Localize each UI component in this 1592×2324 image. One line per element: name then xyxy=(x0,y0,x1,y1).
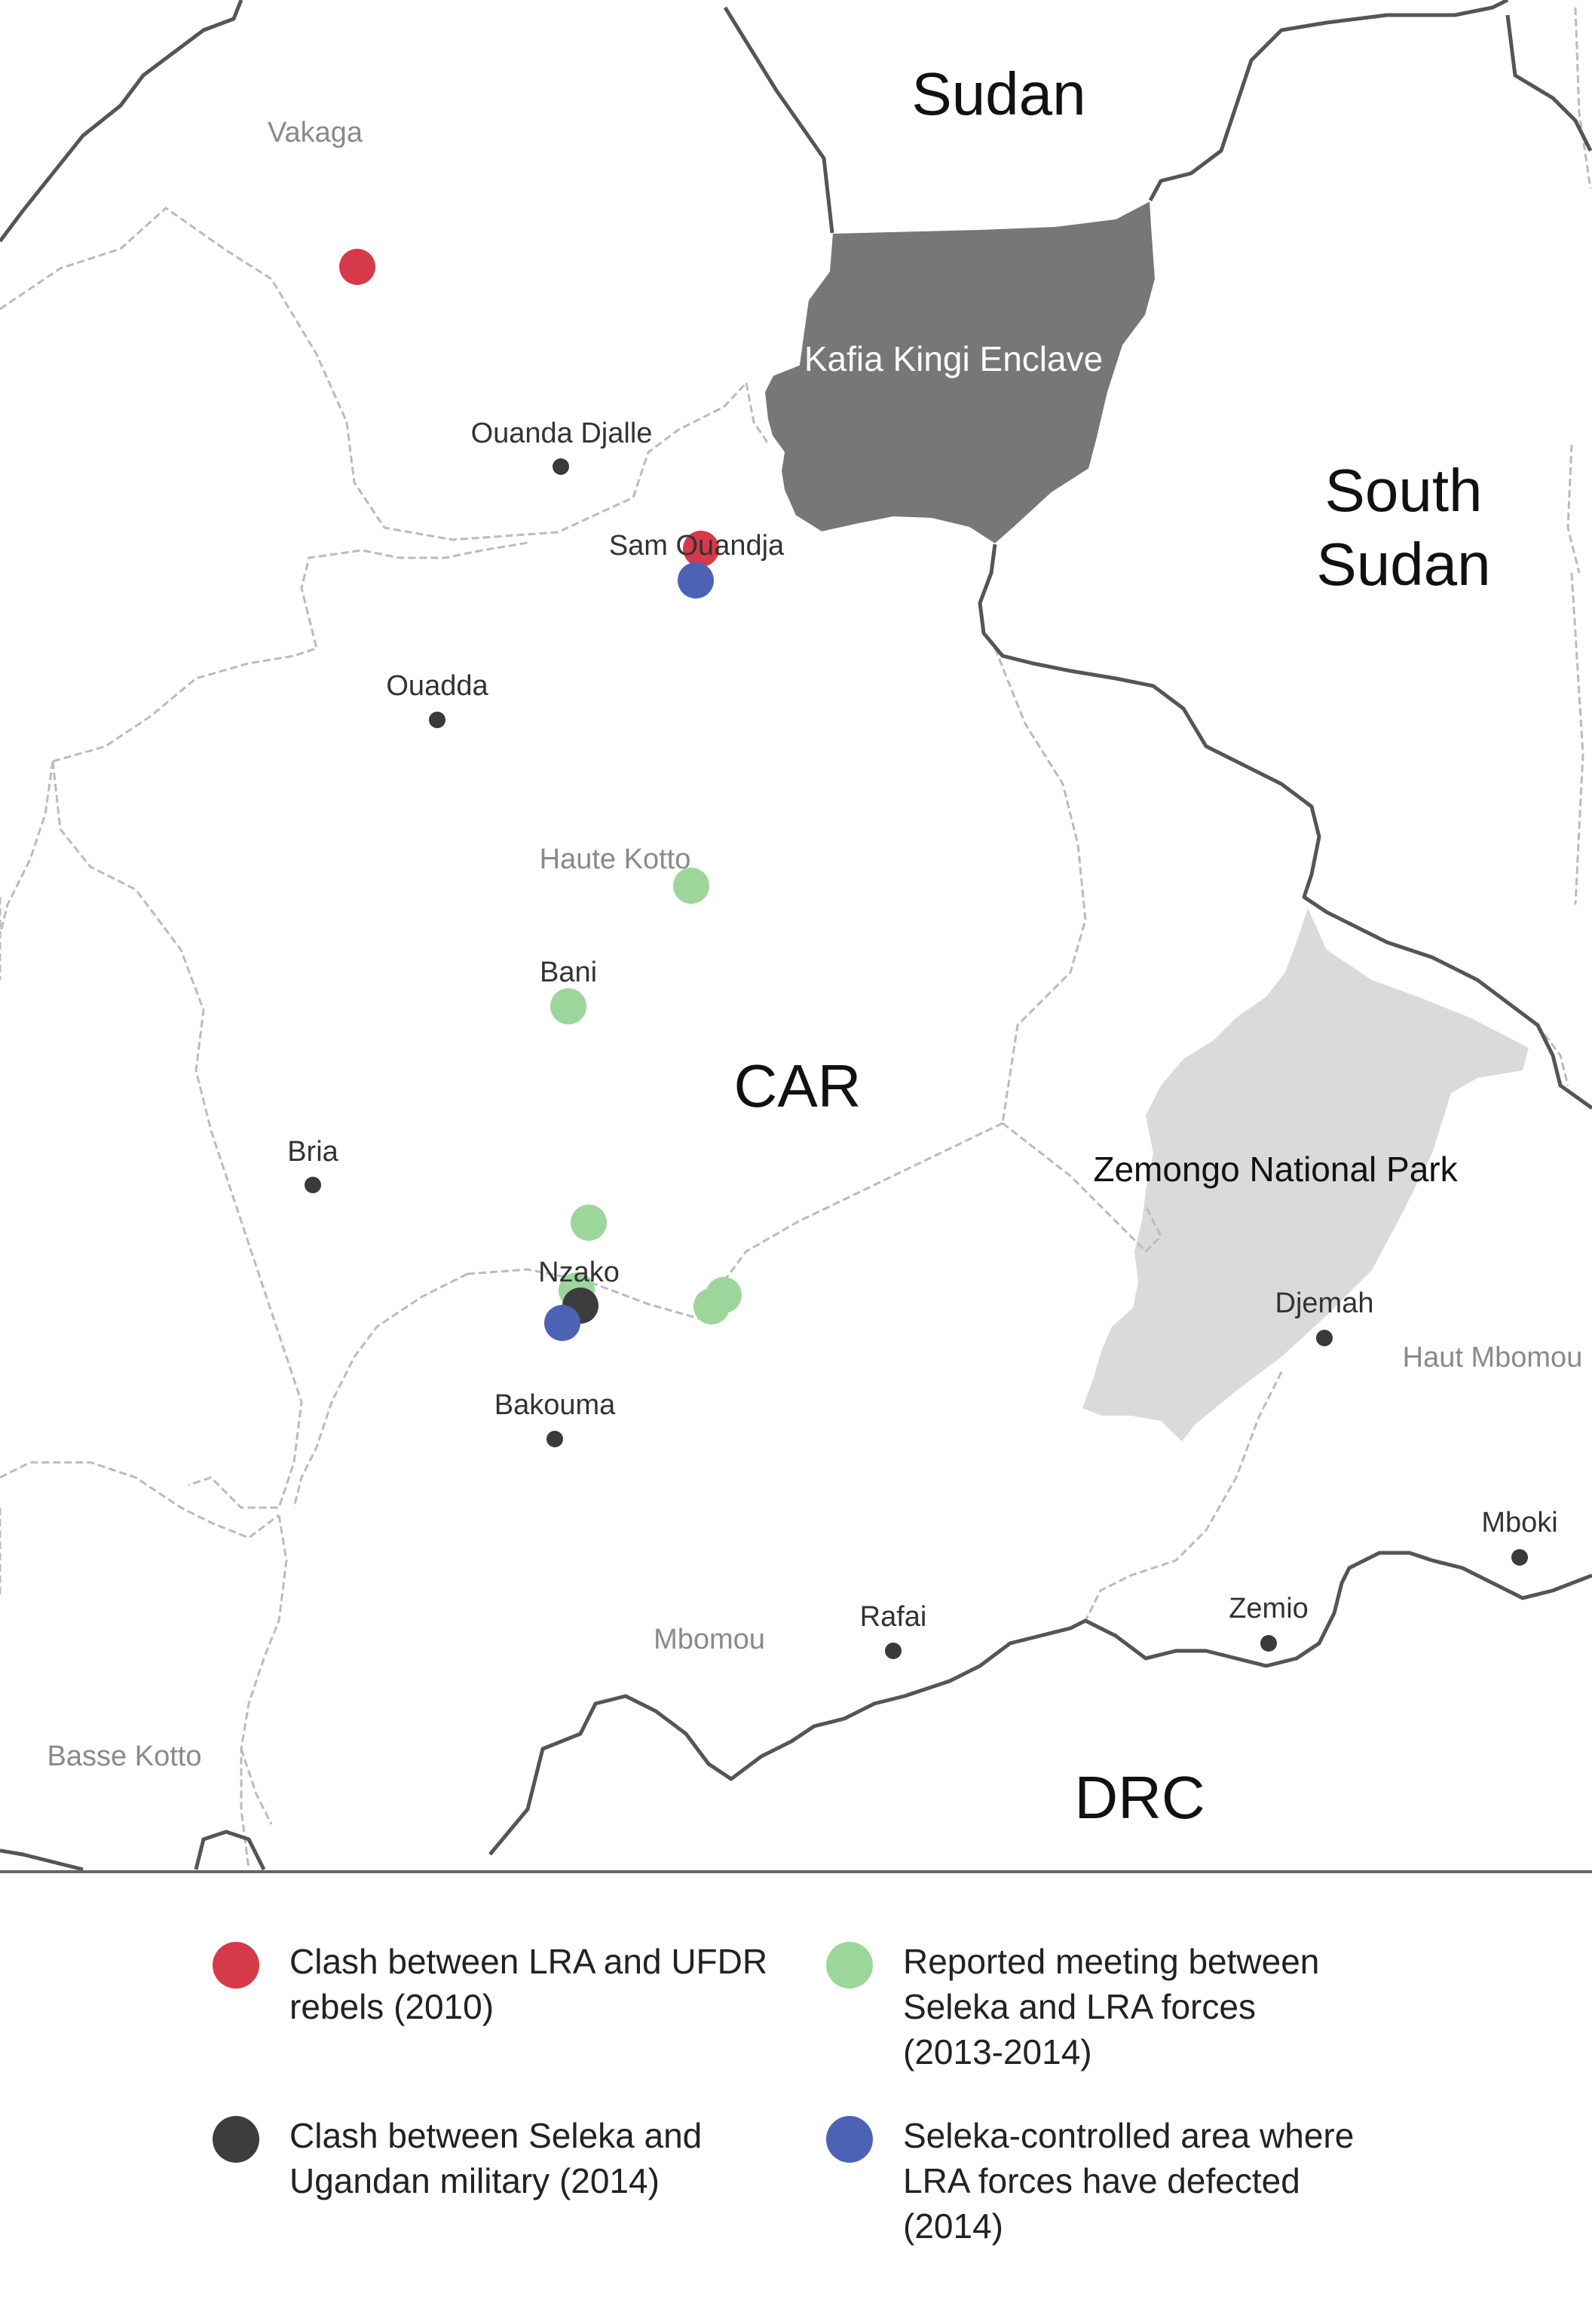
region-label-haut-mbomou: Haut Mbomou xyxy=(1403,1342,1583,1373)
town-label-zemio: Zemio xyxy=(1229,1593,1309,1624)
region-label-vakaga: Vakaga xyxy=(268,117,363,149)
town-label-rafai: Rafai xyxy=(860,1601,927,1633)
town-label-ouanda-djalle: Ouanda Djalle xyxy=(471,418,653,449)
town-dot-zemio xyxy=(1260,1635,1277,1652)
event-markers xyxy=(339,249,742,1341)
town-dot-djemah xyxy=(1316,1330,1333,1346)
event-marker-green xyxy=(693,1288,730,1324)
zemongo-park-area xyxy=(1082,908,1529,1441)
event-marker-green xyxy=(571,1205,607,1241)
country-label-sudan: Sudan xyxy=(911,60,1085,127)
country-labels: Sudan South Sudan CAR DRC xyxy=(734,60,1491,1831)
town-label-bakouma: Bakouma xyxy=(494,1389,616,1421)
legend-red-dot xyxy=(213,1942,259,1989)
town-dot-ouadda xyxy=(429,712,445,728)
town-markers xyxy=(305,458,1528,1659)
event-marker-green xyxy=(550,988,586,1024)
legend-red-text: Clash between LRA and UFDR rebels (2010) xyxy=(289,1942,768,2026)
south-sudan-line-1: South xyxy=(1324,457,1482,524)
kafia-kingi-label: Kafia Kingi Enclave xyxy=(804,339,1103,378)
town-dot-bria xyxy=(305,1177,321,1193)
country-label-south-sudan: South Sudan xyxy=(1316,457,1490,598)
town-dot-mboki xyxy=(1511,1549,1528,1566)
country-label-drc: DRC xyxy=(1074,1764,1205,1831)
region-label-mbomou: Mbomou xyxy=(654,1624,765,1655)
legend-black-text: Clash between Seleka and Ugandan militar… xyxy=(289,2116,703,2200)
town-dot-rafai xyxy=(885,1643,902,1659)
legend-green-dot xyxy=(826,1942,873,1989)
town-dot-ouanda-djalle xyxy=(553,458,569,475)
zemongo-label: Zemongo National Park xyxy=(1093,1150,1458,1189)
event-marker-green xyxy=(673,868,709,904)
legend-blue-dot xyxy=(826,2116,873,2163)
regional-borders xyxy=(0,7,1592,1870)
country-label-car: CAR xyxy=(734,1052,862,1119)
event-marker-blue xyxy=(544,1305,580,1341)
region-label-haute-kotto: Haute Kotto xyxy=(540,844,691,875)
town-labels: Ouanda Djalle Sam Ouandja Ouadda Bani Br… xyxy=(287,418,1557,1633)
town-label-nzako: Nzako xyxy=(538,1257,620,1288)
town-label-bria: Bria xyxy=(287,1136,338,1168)
event-marker-red xyxy=(339,249,375,285)
town-label-bani: Bani xyxy=(540,957,597,988)
country-borders xyxy=(0,0,1592,1872)
town-label-sam-ouandja: Sam Ouandja xyxy=(609,530,785,562)
legend-blue-text: Seleka-controlled area where LRA forces … xyxy=(903,2116,1355,2246)
event-marker-blue xyxy=(678,562,714,599)
town-label-ouadda: Ouadda xyxy=(386,670,488,702)
kafia-kingi-enclave-area xyxy=(763,199,1157,546)
region-label-basse-kotto: Basse Kotto xyxy=(47,1741,202,1772)
legend-green-text: Reported meeting between Seleka and LRA … xyxy=(903,1942,1320,2071)
region-labels: Vakaga Haute Kotto Haut Mbomou Mbomou Ba… xyxy=(47,117,1583,1772)
south-sudan-line-2: Sudan xyxy=(1316,531,1490,598)
town-label-mboki: Mboki xyxy=(1481,1507,1557,1539)
legend-black-dot xyxy=(213,2116,259,2163)
event-marker-red xyxy=(683,531,719,567)
town-label-djemah: Djemah xyxy=(1275,1288,1374,1319)
town-dot-bakouma xyxy=(546,1431,563,1447)
